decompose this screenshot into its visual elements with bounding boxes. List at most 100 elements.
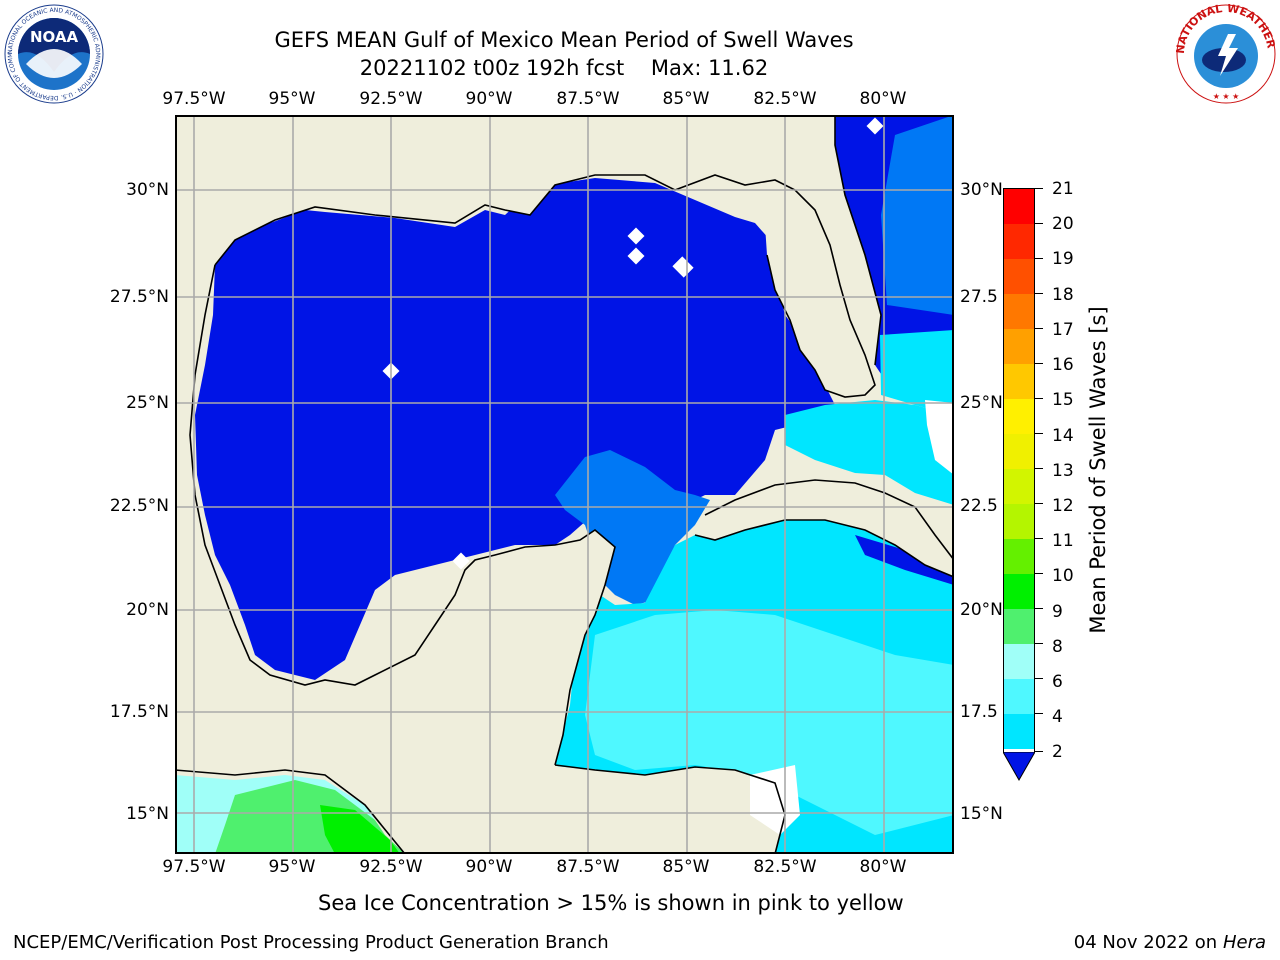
lat-label: 15°N <box>126 804 169 824</box>
bahamas-gap <box>925 400 954 475</box>
footer-machine: Hera <box>1222 932 1266 953</box>
lat-label: 17.5°N <box>109 702 169 722</box>
colorbar-tick: 14 <box>1052 426 1074 446</box>
atlantic-cyan-region <box>880 330 954 415</box>
map-frame <box>175 115 954 854</box>
noaa-logo-text: NOAA <box>30 28 79 46</box>
lat-label: 25°N <box>960 393 1003 413</box>
florida-straits-region <box>785 400 954 505</box>
colorbar-segment <box>1004 259 1034 294</box>
lon-label: 87.5°W <box>556 89 620 109</box>
lon-label: 90°W <box>465 89 513 109</box>
lon-label: 95°W <box>268 857 316 877</box>
white-speck <box>866 117 884 135</box>
colorbar-segment <box>1004 469 1034 504</box>
colorbar-tick: 18 <box>1052 285 1074 305</box>
sea-ice-caption-text: Sea Ice Concentration > 15% is shown in … <box>318 891 904 915</box>
lat-label: 20°N <box>126 600 169 620</box>
map-subtitle: 20221102 t00z 192h fcst Max: 11.62 <box>0 56 1128 80</box>
colorbar-tick: 10 <box>1052 566 1074 586</box>
lon-label: 92.5°W <box>359 857 423 877</box>
colorbar-tick: 6 <box>1052 672 1063 692</box>
lat-label: 17.5 <box>960 702 998 722</box>
colorbar-segment <box>1004 574 1034 609</box>
colorbar-segment <box>1004 364 1034 399</box>
footer-date: 04 Nov 2022 on <box>1073 932 1218 953</box>
colorbar-tick: 21 <box>1052 179 1074 199</box>
caribbean-deep-strip <box>855 535 954 585</box>
lat-label: 30°N <box>126 180 169 200</box>
lon-label: 87.5°W <box>556 857 620 877</box>
colorbar-tick: 4 <box>1052 707 1063 727</box>
colorbar-segment <box>1004 434 1034 469</box>
gulf-deep-region <box>195 178 835 680</box>
lat-label: 30°N <box>960 180 1003 200</box>
colorbar-segment <box>1004 539 1034 574</box>
colorbar-segment <box>1004 294 1034 329</box>
north-coast-land <box>175 115 954 445</box>
lon-label: 85°W <box>662 89 710 109</box>
colorbar-segment <box>1004 399 1034 434</box>
lat-label: 22.5 <box>960 496 998 516</box>
svg-text:★ ★ ★: ★ ★ ★ <box>1213 92 1240 101</box>
lat-label: 20°N <box>960 600 1003 620</box>
white-speck <box>627 247 645 265</box>
colorbar-tick: 13 <box>1052 461 1074 481</box>
colorbar-tick: 2 <box>1052 742 1063 762</box>
colorbar-segment <box>1004 329 1034 364</box>
colorbar-segment <box>1004 224 1034 259</box>
colorbar-segment <box>1004 644 1034 679</box>
lat-label: 27.5°N <box>109 287 169 307</box>
white-speck <box>452 552 470 570</box>
colorbar-under-triangle <box>1003 752 1035 782</box>
lon-label: 97.5°W <box>162 89 226 109</box>
colorbar-tick: 17 <box>1052 320 1074 340</box>
colorbar-tick: 15 <box>1052 390 1074 410</box>
colorbar-label: Mean Period of Swell Waves [s] <box>1086 306 1110 634</box>
max-value: Max: 11.62 <box>650 56 769 80</box>
lon-label: 82.5°W <box>753 857 817 877</box>
colorbar-tick: 11 <box>1052 531 1074 551</box>
colorbar-segment <box>1004 609 1034 644</box>
lat-label: 15°N <box>960 804 1003 824</box>
gridlines <box>175 115 954 854</box>
colorbar-segment <box>1004 189 1034 224</box>
lon-label: 90°W <box>465 857 513 877</box>
colorbar-tick: 8 <box>1052 637 1063 657</box>
colorbar-segment <box>1004 679 1034 714</box>
coast-gap <box>750 765 800 835</box>
colorbar-tick: 12 <box>1052 496 1074 516</box>
lon-label: 97.5°W <box>162 857 226 877</box>
nws-logo: NATIONAL WEATHER SERVICE ★ ★ ★ <box>1176 4 1276 104</box>
colorbar-tick: 19 <box>1052 249 1074 269</box>
footer-left: NCEP/EMC/Verification Post Processing Pr… <box>13 932 609 953</box>
colorbar-tick-marks <box>1035 188 1043 752</box>
lon-label: 82.5°W <box>753 89 817 109</box>
colorbar <box>1003 188 1035 753</box>
yucatan-channel-region <box>555 450 710 605</box>
caribbean-light-region <box>585 610 954 835</box>
cuba-land <box>695 480 954 577</box>
forecast-time: 20221102 t00z 192h fcst <box>359 56 625 80</box>
mexico-land <box>175 435 325 775</box>
lon-label: 80°W <box>859 857 907 877</box>
colorbar-tick: 16 <box>1052 355 1074 375</box>
lon-label: 80°W <box>859 89 907 109</box>
lat-label: 27.5 <box>960 287 998 307</box>
lon-label: 85°W <box>662 857 710 877</box>
lon-label: 92.5°W <box>359 89 423 109</box>
lat-label: 25°N <box>126 393 169 413</box>
white-speck <box>672 256 694 278</box>
colorbar-segment <box>1004 714 1034 749</box>
noaa-logo: NOAA NATIONAL OCEANIC AND ATMOSPHERIC AD… <box>4 4 104 104</box>
colorbar-segment <box>1004 504 1034 539</box>
gulf-map <box>175 115 954 854</box>
lat-label: 22.5°N <box>109 496 169 516</box>
honduras-land <box>545 765 785 854</box>
map-title: GEFS MEAN Gulf of Mexico Mean Period of … <box>274 28 854 52</box>
yucatan-land <box>325 530 615 854</box>
atlantic-mid-region <box>881 115 954 315</box>
colorbar-tick: 9 <box>1052 602 1063 622</box>
footer-right: 04 Nov 2022 on Hera <box>1074 932 1266 953</box>
pacific-green-region <box>320 805 400 854</box>
